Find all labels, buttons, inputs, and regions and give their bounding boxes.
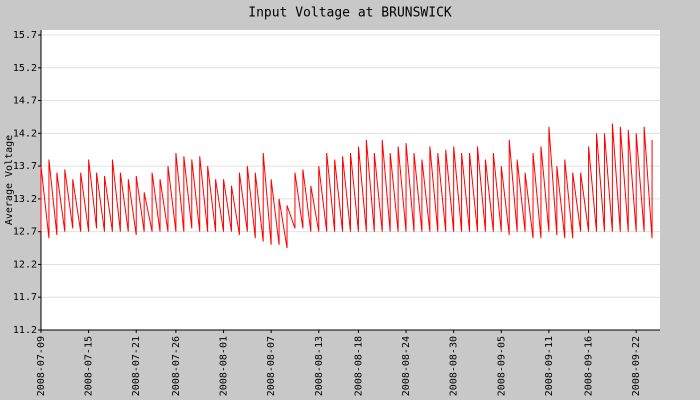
- y-tick-label: 13.7: [13, 161, 37, 172]
- chart-title: Input Voltage at BRUNSWICK: [248, 6, 452, 21]
- x-tick-label: 2008-09-22: [631, 336, 642, 396]
- y-tick-label: 15.2: [13, 63, 37, 74]
- x-tick-label: 2008-08-07: [266, 336, 277, 396]
- x-tick-label: 2008-08-18: [353, 336, 364, 396]
- y-tick-label: 15.7: [13, 30, 37, 41]
- x-tick-label: 2008-08-24: [401, 336, 412, 396]
- y-tick-label: 13.2: [13, 194, 37, 205]
- x-tick-label: 2008-07-26: [171, 336, 182, 396]
- y-tick-label: 11.7: [13, 292, 37, 303]
- x-tick-label: 2008-09-05: [496, 336, 507, 396]
- x-tick-label: 2008-07-21: [131, 336, 142, 396]
- x-tick-label: 2008-07-09: [36, 336, 47, 396]
- y-axis-label: Average Voltage: [4, 135, 15, 225]
- y-tick-label: 12.7: [13, 227, 37, 238]
- y-tick-label: 11.2: [13, 325, 37, 336]
- x-tick-label: 2008-08-30: [449, 336, 460, 396]
- x-tick-label: 2008-09-16: [584, 336, 595, 396]
- y-tick-label: 12.2: [13, 259, 37, 270]
- y-tick-label: 14.2: [13, 128, 37, 139]
- x-tick-label: 2008-07-15: [84, 336, 95, 396]
- x-tick-label: 2008-08-01: [219, 336, 230, 396]
- y-tick-label: 14.7: [13, 96, 37, 107]
- x-tick-label: 2008-08-13: [314, 336, 325, 396]
- x-tick-label: 2008-09-11: [544, 336, 555, 396]
- data-line: [40, 123, 653, 249]
